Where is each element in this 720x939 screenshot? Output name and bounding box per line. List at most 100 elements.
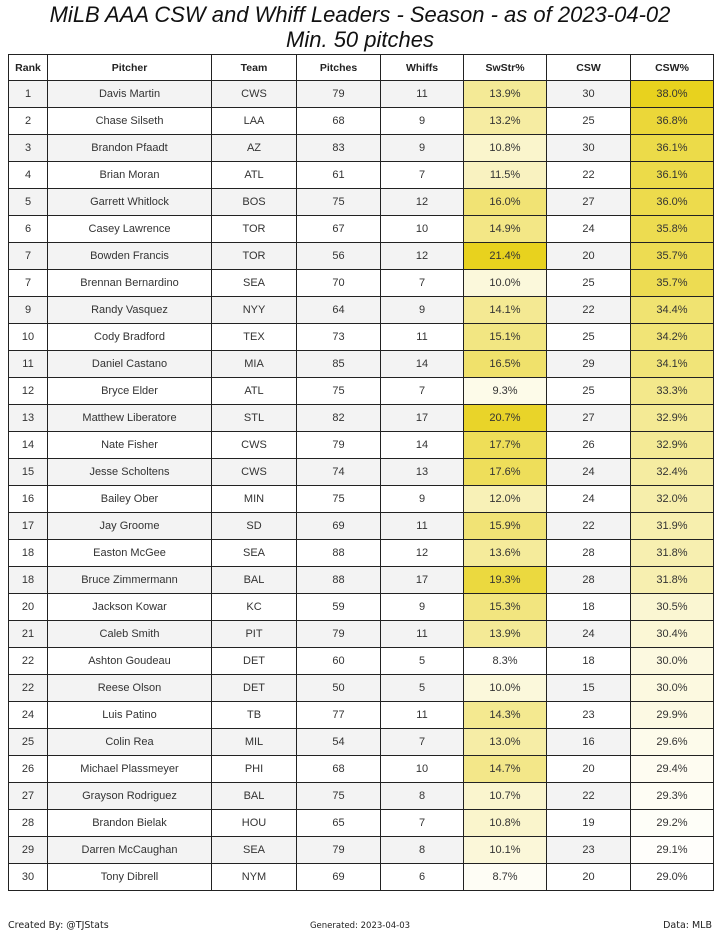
table-row: 30 Tony Dibrell NYM 69 6 8.7% 20 29.0% <box>8 863 714 891</box>
chart-subtitle: Min. 50 pitches <box>286 27 434 52</box>
cell-swstr: 10.7% <box>463 782 547 810</box>
cell-team: CWS <box>211 80 297 108</box>
cell-swstr: 20.7% <box>463 404 547 432</box>
cell-pitches: 79 <box>296 620 381 648</box>
table-row: 24 Luis Patino TB 77 11 14.3% 23 29.9% <box>8 701 714 729</box>
table-row: 12 Bryce Elder ATL 75 7 9.3% 25 33.3% <box>8 377 714 405</box>
cell-whiffs: 7 <box>380 161 464 189</box>
cell-whiffs: 9 <box>380 107 464 135</box>
cell-csw: 25 <box>546 269 631 297</box>
cell-pitcher: Randy Vasquez <box>47 296 212 324</box>
cell-csw: 34.4% <box>630 296 714 324</box>
cell-csw: 36.0% <box>630 188 714 216</box>
cell-pitcher: Brian Moran <box>47 161 212 189</box>
table-header-row: Rank Pitcher Team Pitches Whiffs SwStr% CSW CSW… <box>8 54 714 81</box>
cell-swstr: 10.0% <box>463 674 547 702</box>
cell-whiffs: 11 <box>380 620 464 648</box>
cell-pitches: 61 <box>296 161 381 189</box>
cell-csw: 31.8% <box>630 539 714 567</box>
cell-csw: 24 <box>546 215 631 243</box>
cell-pitcher: Garrett Whitlock <box>47 188 212 216</box>
cell-csw: 26 <box>546 431 631 459</box>
cell-swstr: 16.0% <box>463 188 547 216</box>
cell-csw: 24 <box>546 620 631 648</box>
cell-pitcher: Jackson Kowar <box>47 593 212 621</box>
cell-pitches: 88 <box>296 539 381 567</box>
cell-team: DET <box>211 674 297 702</box>
cell-csw: 25 <box>546 107 631 135</box>
cell-csw: 30 <box>546 80 631 108</box>
cell-team: BAL <box>211 782 297 810</box>
cell-whiffs: 12 <box>380 242 464 270</box>
footer-credit: Created By: @TJStats <box>8 920 109 931</box>
cell-csw: 38.0% <box>630 80 714 108</box>
cell-csw: 18 <box>546 593 631 621</box>
cell-whiffs: 5 <box>380 647 464 675</box>
cell-pitcher: Chase Silseth <box>47 107 212 135</box>
cell-pitches: 64 <box>296 296 381 324</box>
cell-pitches: 75 <box>296 188 381 216</box>
cell-csw: 18 <box>546 647 631 675</box>
cell-csw: 29.3% <box>630 782 714 810</box>
table-row: 18 Easton McGee SEA 88 12 13.6% 28 31.8% <box>8 539 714 567</box>
cell-csw: 33.3% <box>630 377 714 405</box>
cell-swstr: 10.1% <box>463 836 547 864</box>
cell-csw: 25 <box>546 323 631 351</box>
cell-pitcher: Daniel Castano <box>47 350 212 378</box>
cell-rank: 29 <box>8 836 48 864</box>
cell-whiffs: 11 <box>380 80 464 108</box>
cell-rank: 22 <box>8 647 48 675</box>
cell-swstr: 17.6% <box>463 458 547 486</box>
cell-rank: 20 <box>8 593 48 621</box>
cell-csw: 30.5% <box>630 593 714 621</box>
cell-csw: 20 <box>546 242 631 270</box>
cell-rank: 7 <box>8 269 48 297</box>
cell-team: LAA <box>211 107 297 135</box>
cell-team: MIA <box>211 350 297 378</box>
cell-pitcher: Tony Dibrell <box>47 863 212 891</box>
cell-pitcher: Darren McCaughan <box>47 836 212 864</box>
cell-pitcher: Bruce Zimmermann <box>47 566 212 594</box>
cell-rank: 4 <box>8 161 48 189</box>
cell-pitcher: Ashton Goudeau <box>47 647 212 675</box>
cell-team: TOR <box>211 242 297 270</box>
cell-rank: 18 <box>8 539 48 567</box>
cell-csw: 30.0% <box>630 647 714 675</box>
table-row: 5 Garrett Whitlock BOS 75 12 16.0% 27 36.0% <box>8 188 714 216</box>
cell-whiffs: 10 <box>380 755 464 783</box>
cell-pitches: 69 <box>296 863 381 891</box>
cell-csw: 35.7% <box>630 269 714 297</box>
cell-swstr: 14.3% <box>463 701 547 729</box>
cell-pitches: 60 <box>296 647 381 675</box>
table-row: 26 Michael Plassmeyer PHI 68 10 14.7% 20 29.4% <box>8 755 714 783</box>
cell-csw: 27 <box>546 188 631 216</box>
table-row: 29 Darren McCaughan SEA 79 8 10.1% 23 29.1% <box>8 836 714 864</box>
cell-csw: 31.8% <box>630 566 714 594</box>
chart-title: MiLB AAA CSW and Whiff Leaders - Season … <box>49 2 671 27</box>
cell-pitcher: Grayson Rodriguez <box>47 782 212 810</box>
column-header-pitcher: Pitcher <box>47 54 212 81</box>
cell-rank: 7 <box>8 242 48 270</box>
cell-rank: 3 <box>8 134 48 162</box>
cell-rank: 18 <box>8 566 48 594</box>
cell-swstr: 21.4% <box>463 242 547 270</box>
cell-pitches: 54 <box>296 728 381 756</box>
cell-pitcher: Reese Olson <box>47 674 212 702</box>
cell-swstr: 8.7% <box>463 863 547 891</box>
cell-pitcher: Brennan Bernardino <box>47 269 212 297</box>
cell-swstr: 16.5% <box>463 350 547 378</box>
cell-team: TOR <box>211 215 297 243</box>
cell-whiffs: 7 <box>380 377 464 405</box>
cell-rank: 11 <box>8 350 48 378</box>
cell-csw: 30.4% <box>630 620 714 648</box>
column-header-pitches: Pitches <box>296 54 381 81</box>
cell-pitcher: Bowden Francis <box>47 242 212 270</box>
cell-swstr: 17.7% <box>463 431 547 459</box>
cell-team: MIL <box>211 728 297 756</box>
cell-csw: 35.7% <box>630 242 714 270</box>
cell-rank: 22 <box>8 674 48 702</box>
cell-csw: 32.4% <box>630 458 714 486</box>
cell-rank: 14 <box>8 431 48 459</box>
cell-whiffs: 9 <box>380 296 464 324</box>
cell-pitches: 69 <box>296 512 381 540</box>
